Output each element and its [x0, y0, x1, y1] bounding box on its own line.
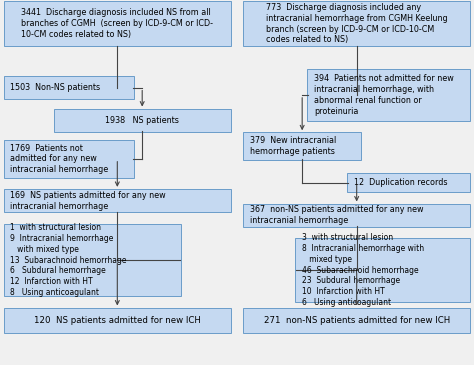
FancyBboxPatch shape — [4, 189, 231, 212]
Text: 1938   NS patients: 1938 NS patients — [105, 116, 179, 125]
Text: 379  New intracranial
hemorrhage patients: 379 New intracranial hemorrhage patients — [250, 136, 336, 156]
Text: 12  Duplication records: 12 Duplication records — [354, 178, 447, 187]
FancyBboxPatch shape — [4, 76, 134, 99]
Text: 120  NS patients admitted for new ICH: 120 NS patients admitted for new ICH — [34, 316, 201, 325]
Text: 1503  Non-NS patients: 1503 Non-NS patients — [10, 83, 100, 92]
FancyBboxPatch shape — [307, 69, 470, 121]
FancyBboxPatch shape — [295, 238, 470, 302]
Text: 271  non-NS patients admitted for new ICH: 271 non-NS patients admitted for new ICH — [264, 316, 450, 325]
FancyBboxPatch shape — [4, 224, 181, 296]
Text: 394  Patients not admitted for new
intracranial hemorrhage, with
abnormal renal : 394 Patients not admitted for new intrac… — [314, 74, 454, 116]
Text: 773  Discharge diagnosis included any
intracranial hemorrhage from CGMH Keelung
: 773 Discharge diagnosis included any int… — [266, 3, 447, 45]
FancyBboxPatch shape — [243, 308, 470, 333]
Text: 367  non-NS patients admitted for any new
intracranial hemorrhage: 367 non-NS patients admitted for any new… — [250, 205, 423, 225]
Text: 3  with structural lesion
8  Intracranial hemorrhage with
   mixed type
46  Suba: 3 with structural lesion 8 Intracranial … — [302, 233, 424, 307]
Text: 169  NS patients admitted for any new
intracranial hemorrhage: 169 NS patients admitted for any new int… — [10, 191, 166, 211]
Text: 1  with structural lesion
9  Intracranial hemorrhage
   with mixed type
13  Suba: 1 with structural lesion 9 Intracranial … — [10, 223, 127, 297]
FancyBboxPatch shape — [243, 132, 361, 160]
FancyBboxPatch shape — [4, 1, 231, 46]
FancyBboxPatch shape — [243, 204, 470, 227]
FancyBboxPatch shape — [4, 308, 231, 333]
FancyBboxPatch shape — [4, 140, 134, 178]
Text: 1769  Patients not
admitted for any new
intracranial hemorrhage: 1769 Patients not admitted for any new i… — [10, 143, 109, 174]
FancyBboxPatch shape — [54, 109, 231, 132]
FancyBboxPatch shape — [243, 1, 470, 46]
Text: 3441  Discharge diagnosis included NS from all
branches of CGMH  (screen by ICD-: 3441 Discharge diagnosis included NS fro… — [21, 8, 213, 39]
FancyBboxPatch shape — [347, 173, 470, 192]
